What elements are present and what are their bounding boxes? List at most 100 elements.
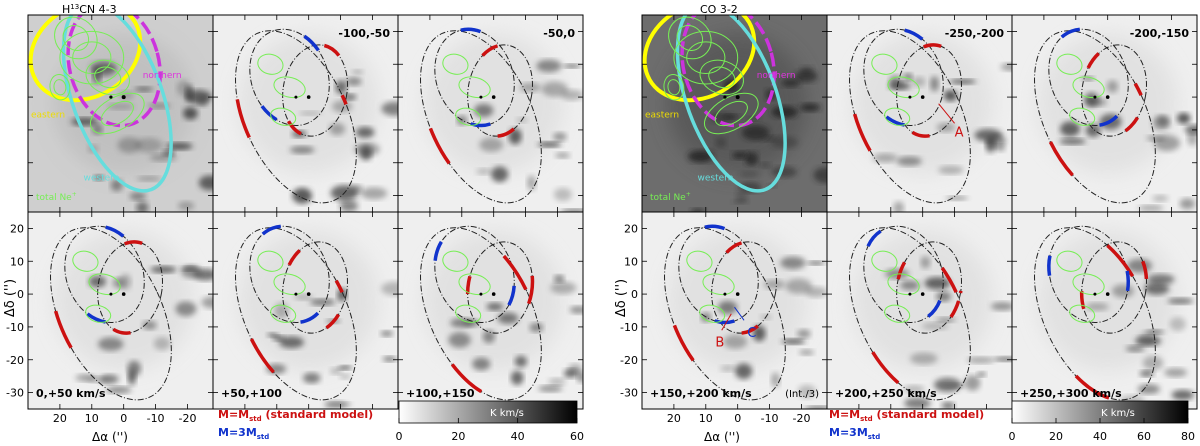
dark-cloud-feature: [964, 375, 981, 391]
model-segment-mstd: [662, 225, 788, 402]
h13cn-xlabel: Δα (''): [92, 430, 128, 444]
dark-cloud-feature: [1147, 274, 1175, 285]
dark-cloud-feature: [382, 356, 397, 362]
co32-figure: northern eastern western total Ne+ A -250,-20…: [614, 3, 1198, 444]
dark-cloud-feature: [993, 356, 1012, 362]
colorbar-tick-label: 60: [1137, 430, 1151, 443]
ne-contour: [270, 107, 297, 126]
dark-cloud-feature: [1152, 195, 1169, 202]
dark-cloud-feature: [920, 256, 931, 269]
label-int-note: (Int./3): [785, 389, 819, 400]
sgr-a-star: [735, 95, 740, 100]
model-segment-3mstd: [248, 224, 332, 325]
dark-cloud-feature: [289, 146, 315, 154]
dark-cloud-feature: [1179, 198, 1196, 210]
center-point: [109, 95, 113, 99]
center-point: [908, 292, 912, 296]
co32-title: CO 3-2: [700, 3, 738, 16]
dark-cloud-feature: [741, 124, 770, 141]
dark-cloud-feature: [799, 349, 814, 356]
dark-cloud-feature: [181, 265, 201, 278]
dark-cloud-feature: [1139, 370, 1154, 377]
dark-cloud-feature: [904, 397, 931, 409]
dark-cloud-feature: [177, 80, 191, 97]
ne-contour: [1056, 53, 1083, 75]
panel-_250_300_km_s: +250,+300 km/s: [1011, 211, 1198, 410]
ne-contour: [708, 66, 736, 89]
velocity-range-label: +250,+300 km/s: [1020, 387, 1122, 400]
y-tick-label: -20: [6, 354, 24, 367]
dark-cloud-feature: [178, 201, 195, 211]
x-tick-label: 20: [667, 412, 681, 425]
ne-contour: [887, 273, 920, 296]
dark-cloud-feature: [529, 322, 544, 333]
center-point: [294, 95, 298, 99]
dark-cloud-feature: [183, 107, 198, 120]
velocity-range-label: +50,+100: [221, 387, 282, 400]
dark-cloud-feature: [360, 187, 388, 200]
dark-cloud-feature: [1169, 317, 1186, 332]
colorbar-gradient: [398, 400, 578, 424]
colorbar-tick-label: 20: [1049, 430, 1063, 443]
dark-cloud-feature: [486, 302, 504, 311]
ne-contour: [88, 273, 121, 296]
dark-cloud-feature: [541, 81, 569, 97]
dark-cloud-feature: [136, 201, 149, 212]
dark-cloud-feature: [448, 332, 471, 348]
model-orbit-outer: [235, 30, 357, 204]
ne-contour: [59, 30, 125, 85]
co32-panels: northern eastern western total Ne+ A -250,-20…: [641, 14, 1198, 410]
dark-cloud-feature: [553, 132, 567, 141]
ne-contour: [686, 250, 713, 272]
co32-colorbar: K km/s 0 20 40 60 80: [1009, 400, 1195, 443]
emission-haze: [852, 33, 993, 174]
ne-contour: [663, 74, 685, 101]
panel-_50_0: -50,0: [397, 14, 584, 213]
model-orbit-small: [282, 44, 348, 137]
emission-haze: [53, 230, 194, 371]
velocity-range-label: -200,-150: [1130, 27, 1190, 40]
ne-contour: [442, 250, 469, 272]
dark-cloud-feature: [933, 377, 962, 392]
label-western: western: [698, 173, 734, 183]
western-arm-ellipse: [675, 15, 787, 193]
dark-cloud-feature: [98, 337, 124, 351]
dark-cloud-feature: [1144, 282, 1170, 295]
dark-cloud-feature: [938, 165, 964, 175]
model-orbit-inner: [64, 225, 145, 323]
ne-contour: [273, 76, 306, 99]
ne-contour: [699, 304, 726, 323]
center-point: [1093, 95, 1097, 99]
velocity-range-label: +100,+150: [406, 387, 475, 400]
dark-cloud-feature: [967, 357, 995, 364]
dark-cloud-feature: [977, 371, 987, 377]
dark-cloud-feature: [1000, 63, 1012, 71]
dark-cloud-feature: [771, 106, 798, 119]
dark-cloud-feature: [912, 76, 926, 87]
panel-_200_150: -200,-150: [1011, 14, 1198, 213]
dark-cloud-feature: [335, 80, 347, 95]
h13cn-ylabel: Δδ (''): [3, 279, 18, 317]
h13cn-legend: M=Mstd (standard model) M=3Mstd: [218, 408, 373, 441]
dark-cloud-feature: [330, 367, 342, 375]
dark-cloud-feature: [337, 288, 347, 302]
colorbar-tick-label: 0: [1009, 430, 1016, 443]
h13cn-title: H13CN 4-3: [62, 3, 117, 16]
dark-cloud-feature: [278, 336, 305, 349]
label-northern: northern: [757, 71, 796, 81]
model-orbit-inner: [678, 225, 759, 323]
colorbar-label: K km/s: [1101, 408, 1135, 419]
dark-cloud-feature: [735, 363, 753, 380]
dark-cloud-feature: [472, 357, 491, 371]
dark-cloud-feature: [380, 330, 393, 337]
x-tick-label: -20: [178, 412, 196, 425]
dark-cloud-feature: [924, 277, 951, 290]
sgr-a-star: [121, 292, 126, 296]
colorbar-tick-label: 80: [1181, 430, 1195, 443]
co32-axes: 20 10 0 -10 -20 20 10 0 -10 -20 -30: [620, 222, 810, 425]
ne-contour: [455, 304, 482, 323]
dark-cloud-feature: [715, 137, 727, 149]
legend-3std-label: M=3Mstd: [829, 426, 880, 441]
dark-cloud-feature: [576, 371, 583, 383]
dark-cloud-feature: [135, 138, 163, 153]
